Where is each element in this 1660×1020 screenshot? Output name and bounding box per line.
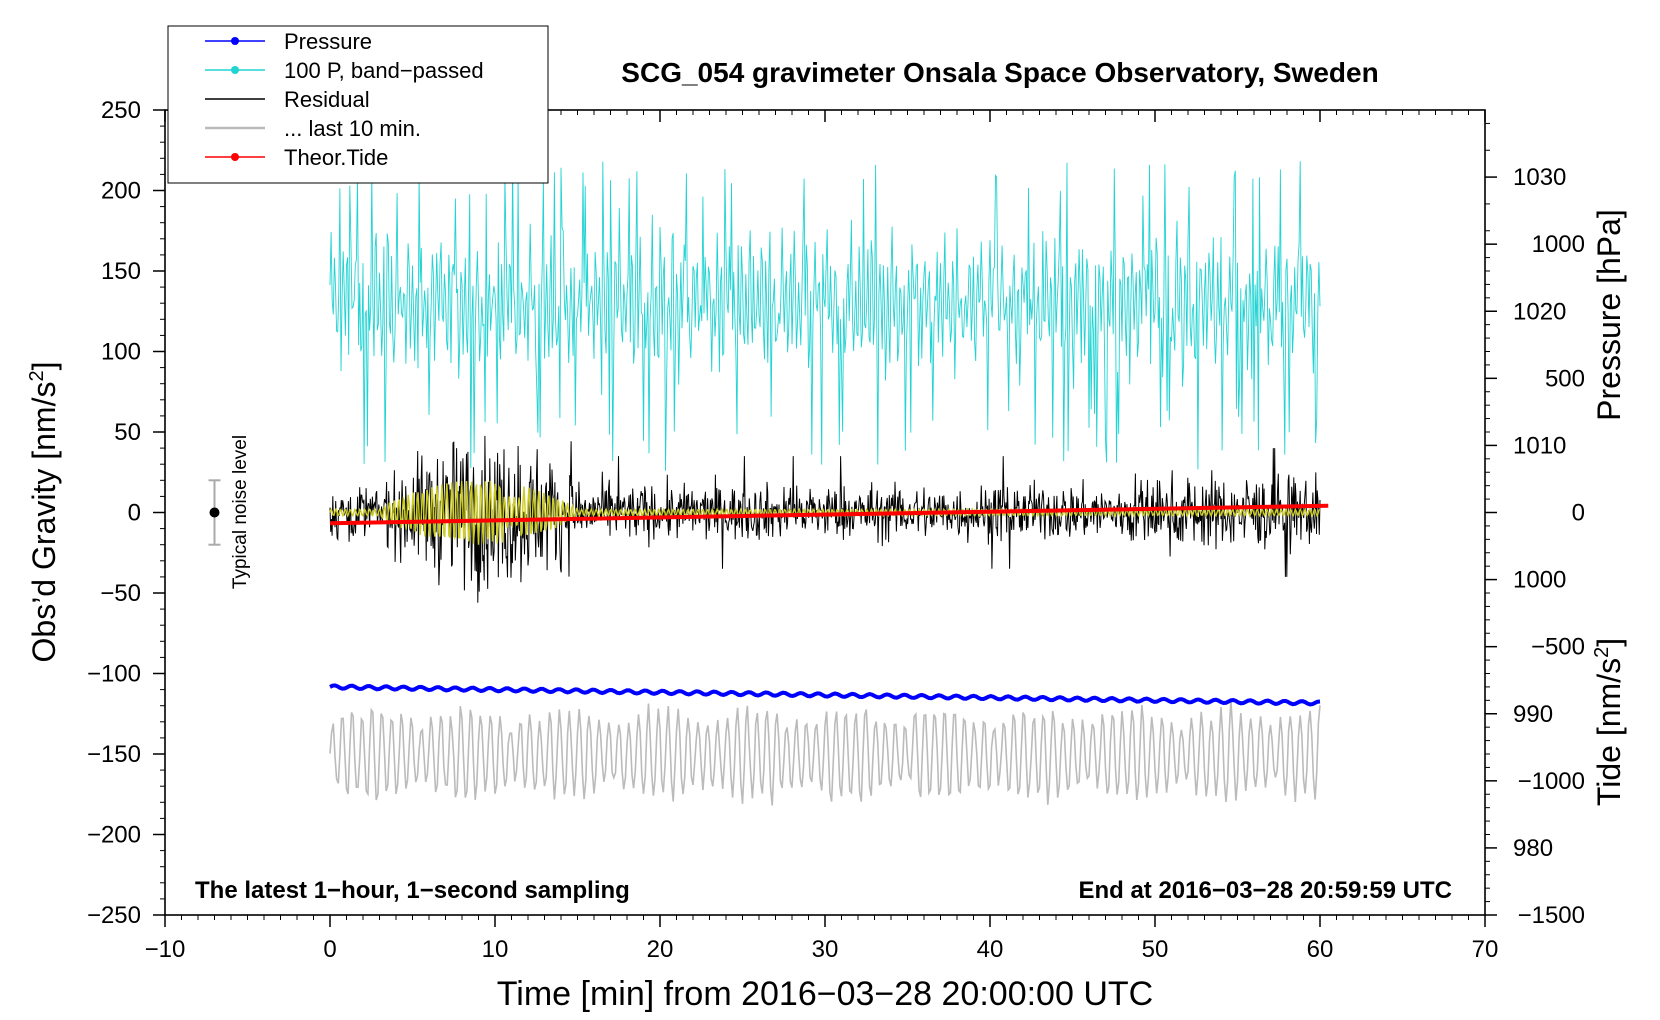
series-last10-line <box>329 699 1321 806</box>
data-layer <box>208 161 1329 806</box>
y-tick-label-left: 50 <box>114 419 141 446</box>
y-tick-label-left: −200 <box>87 822 141 849</box>
y-axis-label-pressure: Pressure [hPa] <box>1591 209 1627 421</box>
y-tick-label-left: 150 <box>101 258 141 285</box>
legend-label: ... last 10 min. <box>284 116 421 141</box>
pressure-tick-label: 1010 <box>1513 432 1566 459</box>
pressure-tick-label: 1000 <box>1513 567 1566 594</box>
legend-marker <box>231 153 239 161</box>
y-tick-label-left: 250 <box>101 97 141 124</box>
tide-tick-label: −1500 <box>1518 902 1585 929</box>
legend-items: Pressure 100 P, band−passed Residual ... la… <box>205 29 484 170</box>
x-tick-label: 30 <box>812 936 839 963</box>
legend-marker <box>231 37 239 45</box>
y-tick-label-left: 0 <box>128 500 141 527</box>
noise-level-label: Typical noise level <box>230 435 251 589</box>
y-axis-label-left-sup: 2 <box>26 370 48 381</box>
annotation-end-time: End at 2016−03−28 20:59:59 UTC <box>1078 877 1452 904</box>
pressure-tick-label: 1030 <box>1513 164 1566 191</box>
ticks-layer: −10 0 10 20 30 40 50 60 70250200150100500−50−100… <box>87 97 1585 963</box>
x-tick-label: 60 <box>1307 936 1334 963</box>
series-tide-line <box>329 503 1329 526</box>
y-axis-label-tide: Tide [nm/s2] <box>1591 638 1627 806</box>
x-tick-label: 50 <box>1142 936 1169 963</box>
legend-label: 100 P, band−passed <box>284 58 484 83</box>
y-axis-label-tide-end: ] <box>1591 638 1627 647</box>
y-tick-label-left: −100 <box>87 661 141 688</box>
y-tick-label-left: −50 <box>100 580 141 607</box>
pressure-tick-label: 1020 <box>1513 298 1566 325</box>
x-tick-label: 70 <box>1472 936 1499 963</box>
legend: Pressure 100 P, band−passed Residual ... la… <box>167 25 549 184</box>
noise-center-dot <box>209 507 220 518</box>
legend-label: Theor.Tide <box>284 145 388 170</box>
y-tick-label-left: −150 <box>87 741 141 768</box>
tide-tick-label: 1000 <box>1532 231 1585 258</box>
y-axis-label-left-text: Obs’d Gravity [nm/s <box>26 382 62 663</box>
x-tick-label: 10 <box>482 936 509 963</box>
tide-tick-label: −500 <box>1531 634 1585 661</box>
annotation-sampling: The latest 1−hour, 1−second sampling <box>195 877 630 904</box>
y-axis-label-left-end: ] <box>26 362 62 371</box>
series-pressure-line <box>329 683 1321 707</box>
tide-tick-label: 0 <box>1572 500 1585 527</box>
y-tick-label-left: −250 <box>87 902 141 929</box>
y-tick-label-left: 100 <box>101 339 141 366</box>
series-bandpassed-line <box>329 161 1321 471</box>
x-tick-label: −10 <box>145 936 186 963</box>
tide-tick-label: −1000 <box>1518 768 1585 795</box>
tide-tick-label: 500 <box>1545 365 1585 392</box>
pressure-tick-label: 990 <box>1513 701 1553 728</box>
y-tick-label-left: 200 <box>101 178 141 205</box>
y-axis-label-tide-sup: 2 <box>1591 647 1613 658</box>
y-axis-label-tide-text: Tide [nm/s <box>1591 658 1627 806</box>
y-axis-label-left: Obs’d Gravity [nm/s2] <box>26 362 62 663</box>
legend-label: Pressure <box>284 29 372 54</box>
x-axis-label: Time [min] from 2016−03−28 20:00:00 UTC <box>497 975 1153 1013</box>
x-tick-label: 40 <box>977 936 1004 963</box>
legend-label: Residual <box>284 87 370 112</box>
x-tick-label: 20 <box>647 936 674 963</box>
pressure-tick-label: 980 <box>1513 835 1553 862</box>
legend-marker <box>231 66 239 74</box>
x-tick-label: 0 <box>323 936 336 963</box>
chart-title: SCG_054 gravimeter Onsala Space Observat… <box>621 57 1378 88</box>
